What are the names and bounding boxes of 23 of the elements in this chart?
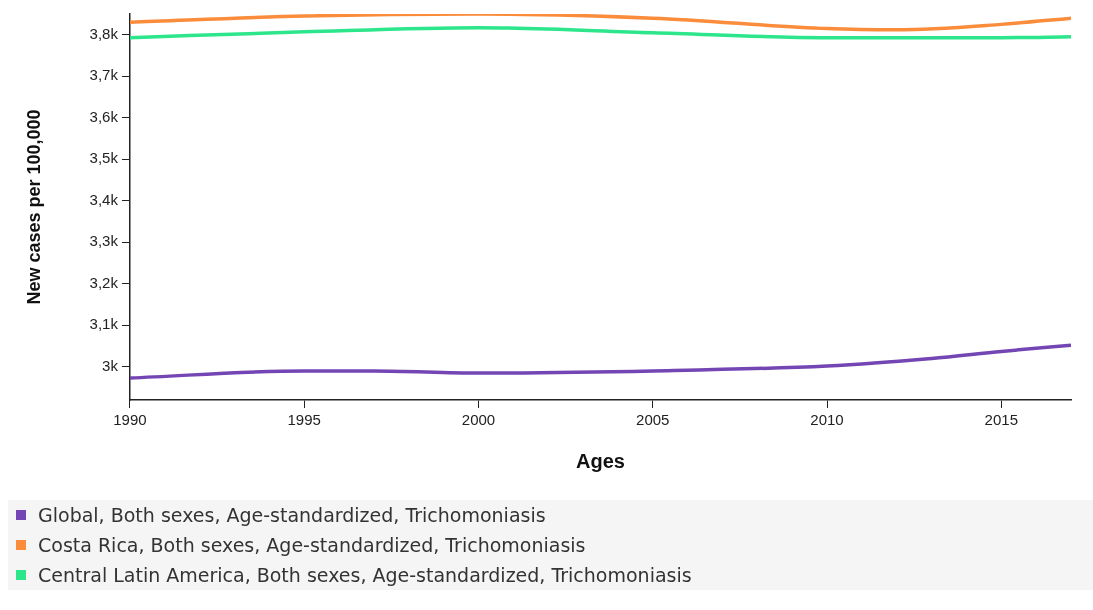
y-tick-label: 3,6k [89, 107, 119, 125]
y-tick-label: 3,1k [89, 315, 119, 333]
line-series [129, 343, 1071, 380]
line-series [129, 25, 1071, 40]
legend-label: Central Latin America, Both sexes, Age-standardized, Trichomoniasis [38, 564, 692, 586]
y-tick-label: 3,4k [89, 190, 119, 208]
y-tick-label: 3k [102, 356, 119, 374]
x-tick-label: 2010 [810, 411, 844, 429]
x-tick-label: 1995 [287, 411, 321, 429]
y-axis-title: New cases per 100,000 [23, 109, 44, 305]
x-axis-title: Ages [576, 449, 625, 472]
y-tick-label: 3,3k [89, 232, 119, 250]
x-tick-label: 1990 [113, 411, 147, 429]
legend-label: Global, Both sexes, Age-standardized, Trichomoniasis [38, 504, 546, 526]
y-tick-label: 3,5k [89, 149, 119, 167]
legend-label: Costa Rica, Both sexes, Age-standardized, Trichomoniasis [38, 534, 586, 556]
x-tick-label: 2005 [636, 411, 670, 429]
y-tick-label: 3,7k [89, 66, 119, 84]
x-tick-label: 2000 [461, 411, 496, 429]
x-tick-label: 2015 [984, 411, 1018, 429]
line-series [129, 14, 1071, 32]
y-tick-label: 3,2k [89, 273, 119, 291]
y-tick-label: 3,8k [89, 24, 119, 42]
